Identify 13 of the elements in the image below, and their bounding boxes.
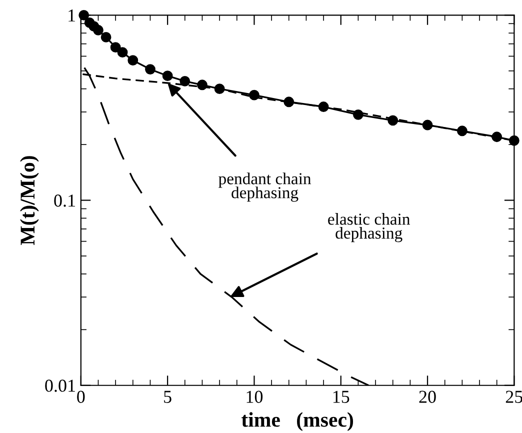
y-tick-label: 1	[68, 10, 75, 22]
y-axis-title: M(t)/M(o)	[20, 156, 39, 246]
y-tick-label: 0.01	[45, 380, 75, 392]
x-tick-label: 15	[333, 390, 350, 403]
x-axis-title: time (msec)	[241, 412, 354, 432]
x-tick-label: 10	[246, 390, 263, 403]
x-tick-label: 25	[506, 390, 522, 403]
y-tick-label: 0.1	[54, 194, 75, 207]
x-tick-label: 0	[77, 390, 85, 403]
x-tick-label: 5	[164, 390, 172, 403]
x-tick-label: 20	[419, 390, 436, 403]
annotation: elastic chain dephasing	[328, 213, 410, 242]
annotation: pendant chain dephasing	[218, 172, 312, 202]
